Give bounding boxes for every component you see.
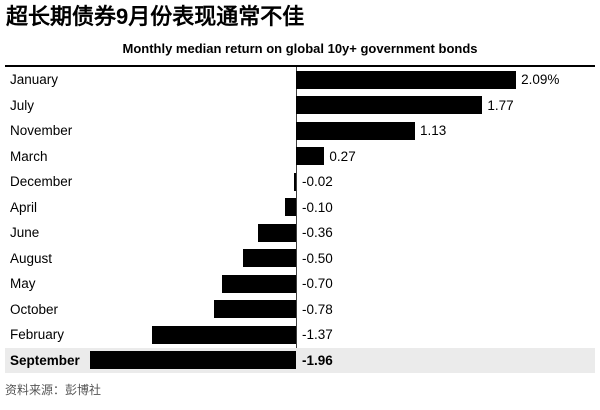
value-label: -0.70	[302, 276, 333, 291]
category-label: December	[10, 174, 73, 189]
value-label: 1.77	[487, 97, 514, 113]
bar	[151, 325, 296, 344]
chart-row-august: August -0.50	[5, 246, 595, 272]
category-label: November	[10, 123, 73, 138]
value-label: -1.96	[302, 352, 333, 368]
category-label: October	[10, 301, 59, 317]
bar	[296, 70, 517, 89]
chart-title: Monthly median return on global 10y+ gov…	[122, 41, 478, 56]
category-label: July	[10, 97, 35, 113]
header-rule	[5, 65, 595, 67]
zero-axis-line	[296, 67, 297, 373]
chart-row-october: October -0.78	[5, 297, 595, 323]
value-label: -0.78	[302, 301, 333, 317]
category-label: March	[10, 148, 48, 164]
chart-row-february: February -1.37	[5, 322, 595, 348]
bar	[222, 274, 296, 293]
bar-chart: January 2.09% July 1.77 November 1.13 March 0.2…	[5, 67, 595, 373]
chart-row-december: December -0.02	[5, 169, 595, 195]
value-label: 0.27	[329, 148, 356, 164]
value-label: -1.37	[302, 327, 333, 342]
chart-row-november: November 1.13	[5, 118, 595, 144]
chart-row-may: May -0.70	[5, 271, 595, 297]
bar	[258, 223, 296, 242]
bar	[296, 96, 483, 115]
category-label: February	[10, 327, 65, 342]
bar	[293, 172, 296, 191]
chart-row-april: April -0.10	[5, 195, 595, 221]
bar	[296, 147, 325, 166]
chart-row-january: January 2.09%	[5, 67, 595, 93]
category-label: September	[10, 352, 80, 368]
value-label: -0.02	[302, 174, 333, 189]
value-label: -0.50	[302, 250, 333, 266]
value-label: -0.36	[302, 225, 333, 240]
value-label: -0.10	[302, 199, 333, 215]
bar	[285, 198, 296, 217]
category-label: June	[10, 225, 40, 240]
value-label: 1.13	[419, 123, 447, 138]
bar	[89, 351, 296, 370]
category-label: January	[10, 72, 59, 87]
page-title: 超长期债券9月份表现通常不佳	[6, 4, 305, 29]
bar	[243, 249, 296, 268]
value-label: 2.09%	[521, 72, 560, 87]
bar	[213, 300, 296, 319]
bar	[296, 121, 415, 140]
source-note: 资料来源：彭博社	[5, 383, 102, 397]
category-label: May	[10, 276, 36, 291]
category-label: April	[10, 199, 38, 215]
chart-row-september: September -1.96	[5, 347, 595, 373]
chart-row-march: March 0.27	[5, 144, 595, 170]
chart-row-july: July 1.77	[5, 93, 595, 119]
chart-row-june: June -0.36	[5, 220, 595, 246]
chart-page: 超长期债券9月份表现通常不佳 Monthly median return on …	[0, 5, 600, 397]
category-label: August	[10, 250, 53, 266]
